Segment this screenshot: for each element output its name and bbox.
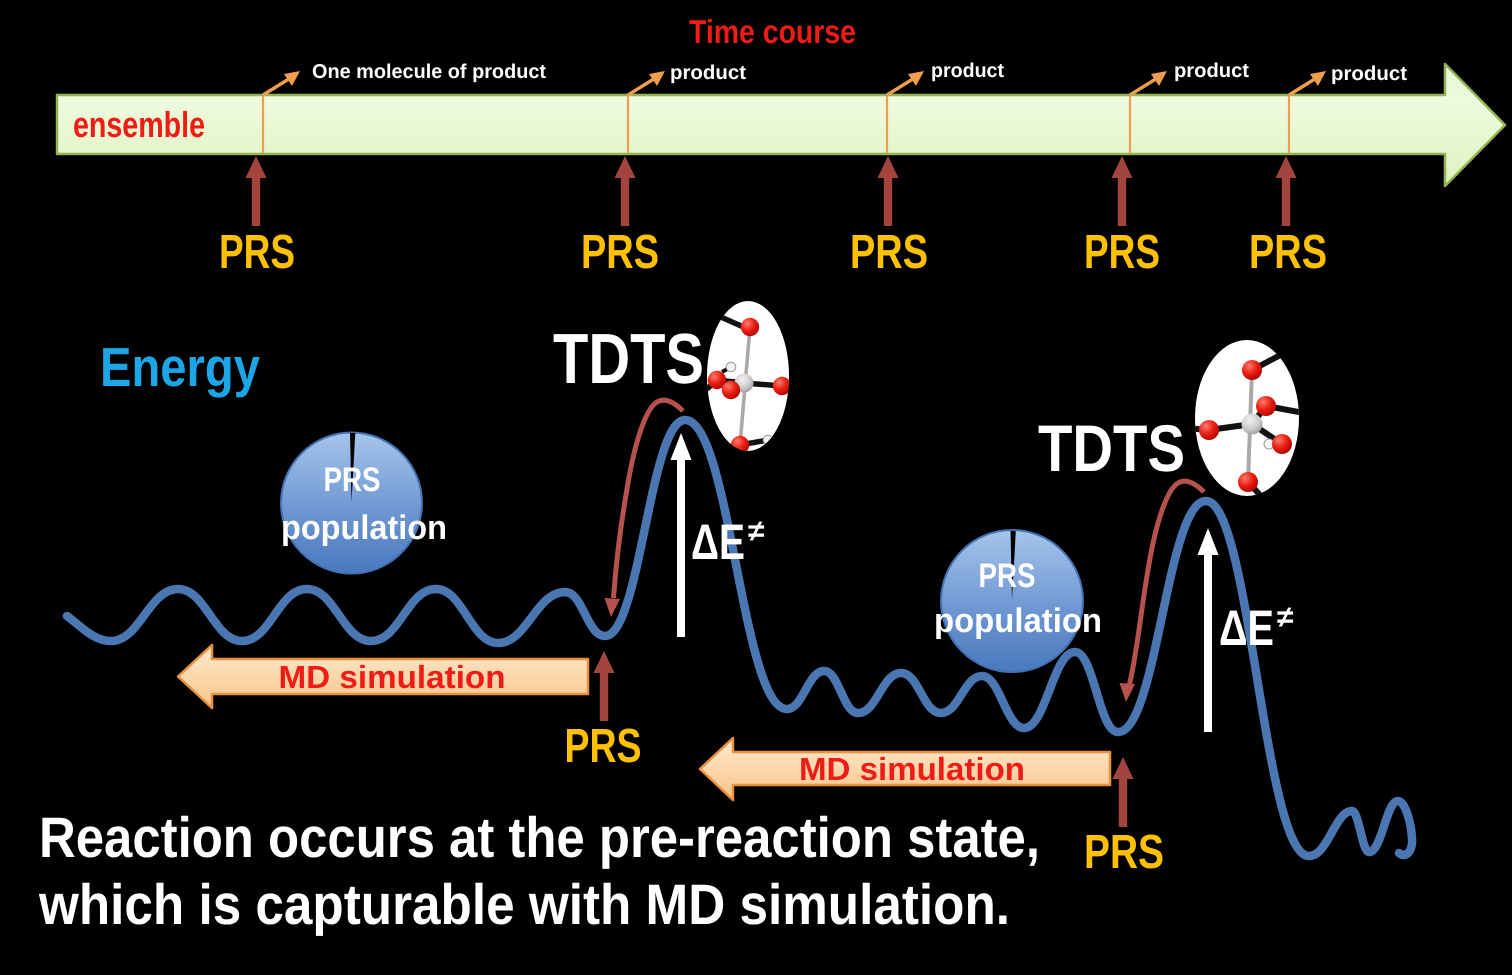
svg-text:PRS: PRS — [324, 461, 381, 499]
svg-text:Energy: Energy — [100, 336, 260, 398]
svg-text:PRS: PRS — [219, 226, 295, 279]
svg-text:population: population — [934, 602, 1102, 640]
svg-text:≠: ≠ — [748, 515, 765, 548]
svg-text:PRS: PRS — [1249, 226, 1327, 279]
svg-text:Time course: Time course — [689, 13, 856, 50]
svg-text:Reaction occurs at the pre-rea: Reaction occurs at the pre-reaction stat… — [39, 806, 1040, 870]
svg-text:MD simulation: MD simulation — [279, 659, 506, 695]
svg-text:One molecule of product: One molecule of product — [312, 61, 546, 83]
svg-text:PRS: PRS — [581, 226, 659, 279]
svg-text:PRS: PRS — [979, 557, 1036, 595]
svg-text:product: product — [931, 60, 1004, 82]
svg-text:PRS: PRS — [1084, 826, 1164, 879]
svg-text:ensemble: ensemble — [73, 104, 205, 145]
svg-text:PRS: PRS — [850, 226, 928, 279]
svg-text:population: population — [281, 509, 447, 547]
svg-text:PRS: PRS — [565, 720, 642, 773]
svg-text:product: product — [1174, 60, 1249, 82]
svg-text:product: product — [1331, 63, 1407, 85]
svg-text:which is capturable with MD si: which is capturable with MD simulation. — [38, 873, 1010, 937]
svg-text:TDTS: TDTS — [1038, 411, 1185, 485]
svg-text:PRS: PRS — [1084, 226, 1160, 279]
svg-text:ΔE: ΔE — [1219, 600, 1274, 656]
svg-text:TDTS: TDTS — [553, 320, 704, 399]
svg-text:MD simulation: MD simulation — [799, 751, 1025, 787]
svg-text:product: product — [670, 62, 746, 84]
svg-text:ΔE: ΔE — [691, 514, 745, 570]
svg-text:≠: ≠ — [1277, 601, 1294, 634]
